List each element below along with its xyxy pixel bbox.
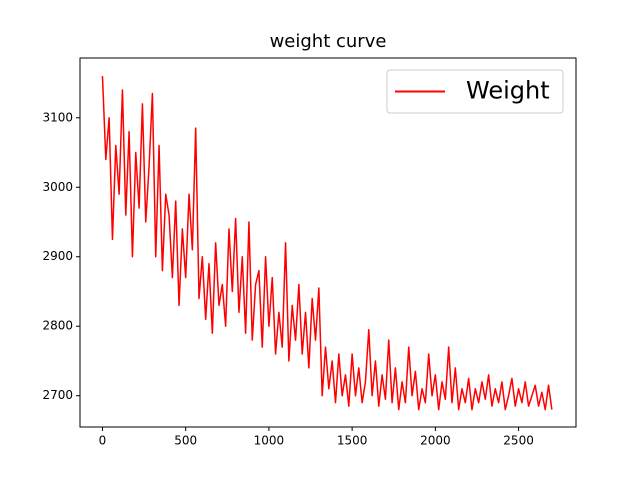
y-tick-label: 3000 <box>42 180 73 194</box>
x-tick-label: 0 <box>99 434 107 448</box>
x-tick-label: 2000 <box>420 434 451 448</box>
x-tick-label: 500 <box>174 434 197 448</box>
data-line <box>101 76 553 411</box>
legend-box <box>386 69 564 114</box>
x-tick-label: 1500 <box>337 434 368 448</box>
legend-label: Weight <box>466 77 550 105</box>
axes-frame <box>79 57 577 428</box>
y-tick-label: 2800 <box>42 319 73 333</box>
plot-area <box>101 76 553 411</box>
y-tick-label: 2900 <box>42 249 73 263</box>
y-tick-label: 3100 <box>42 110 73 124</box>
y-tick-label: 2700 <box>42 388 73 402</box>
x-tick-label: 1000 <box>254 434 285 448</box>
x-tick-label: 2500 <box>503 434 534 448</box>
chart-title: weight curve <box>270 31 387 52</box>
